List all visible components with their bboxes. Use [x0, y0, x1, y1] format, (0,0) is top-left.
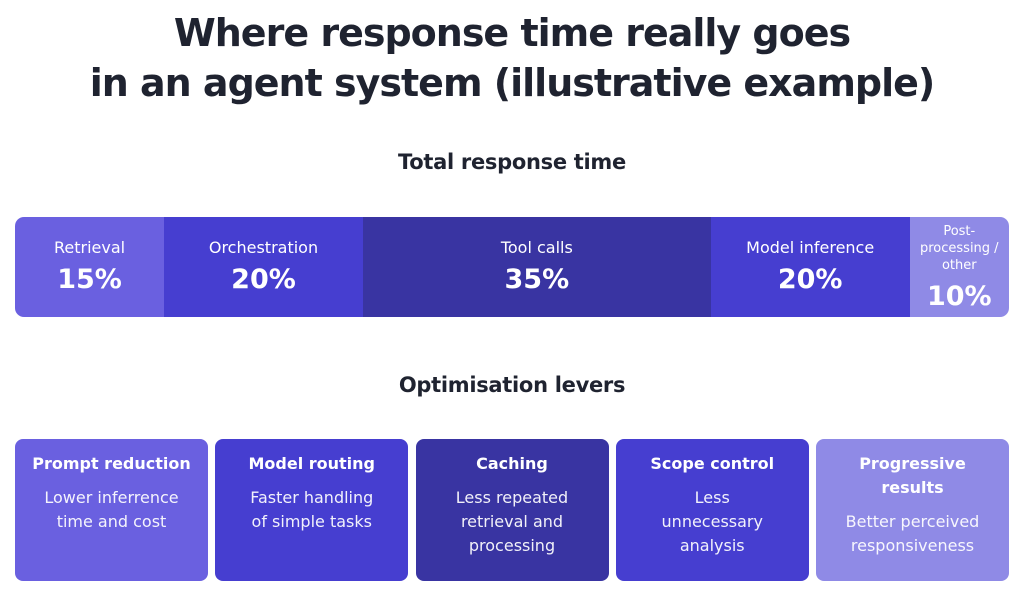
lever-title: Caching: [476, 454, 548, 473]
levers-cards: Prompt reduction Lower inferrence time an…: [15, 439, 1009, 581]
segment-label: Retrieval: [53, 238, 126, 257]
segment-tool-calls: Tool calls 35%: [362, 217, 711, 317]
segment-model-inference: Model inference 20%: [710, 217, 910, 317]
lever-description: Less unnecessary analysis: [661, 488, 763, 555]
segment-label: Post-processing / other: [919, 223, 999, 273]
segment-label: Tool calls: [500, 238, 573, 257]
lever-title: Model routing: [248, 454, 376, 473]
lever-title: Prompt reduction: [32, 454, 191, 473]
segment-value-label: 35%: [504, 264, 570, 295]
levers-heading: Optimisation levers: [398, 373, 626, 397]
lever-card: Model routing Faster handling of simple t…: [215, 439, 409, 581]
segment-retrieval: Retrieval 15%: [15, 217, 165, 317]
segment-value-label: 15%: [57, 264, 122, 295]
lever-description: Faster handling of simple tasks: [250, 488, 374, 531]
lever-title: Scope control: [650, 454, 775, 473]
segment-post-processing-other: Post-processing / other 10%: [909, 217, 1009, 317]
lever-card: Caching Less repeated retrieval and proce…: [415, 439, 609, 581]
title-line-2: in an agent system (illustrative example…: [89, 61, 936, 105]
stacked-bar-chart: Retrieval 15% Orchestration 20% Tool calls 35…: [15, 217, 1009, 317]
title-line-1: Where response time really goes: [173, 11, 851, 55]
segment-label: Orchestration: [208, 238, 319, 257]
lever-card: Prompt reduction Lower inferrence time an…: [15, 439, 208, 581]
segment-orchestration: Orchestration 20%: [164, 217, 363, 317]
segment-value-label: 10%: [926, 280, 992, 312]
lever-description: Better perceived responsiveness: [845, 512, 980, 555]
lever-card: Progressive results Better perceived resp…: [816, 439, 1009, 581]
lever-card: Scope control Less unnecessary analysis: [615, 439, 809, 581]
lever-title: Progressive results: [859, 454, 966, 497]
lever-description: Less repeated retrieval and processing: [455, 488, 569, 555]
chart-title: Total response time: [398, 150, 626, 174]
segment-value-label: 20%: [777, 264, 843, 295]
page-title: Where response time really goes in an ag…: [0, 8, 1024, 108]
lever-description: Lower inferrence time and cost: [44, 488, 179, 531]
segment-label: Model inference: [746, 238, 875, 257]
segment-value-label: 20%: [231, 264, 296, 295]
